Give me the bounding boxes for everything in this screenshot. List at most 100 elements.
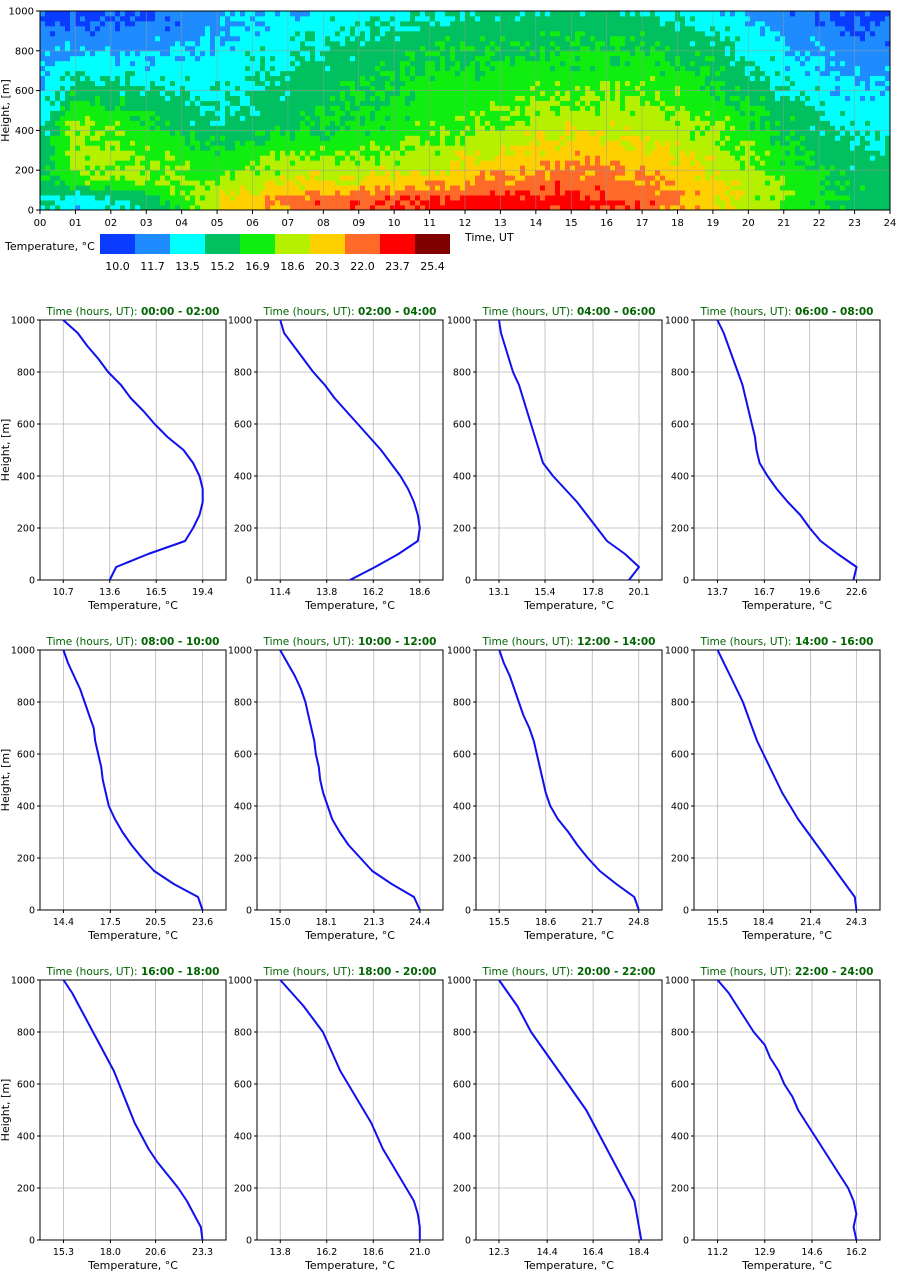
- heatmap-cell: [410, 200, 416, 206]
- heatmap-cell: [40, 205, 46, 211]
- heatmap-cell: [415, 100, 421, 106]
- heatmap-cell: [75, 45, 81, 52]
- heatmap-cell: [410, 165, 416, 171]
- heatmap-cell: [40, 25, 46, 32]
- heatmap-cell: [180, 170, 186, 176]
- heatmap-cell: [75, 70, 81, 77]
- heatmap-cell: [435, 60, 441, 67]
- heatmap-cell: [50, 145, 56, 151]
- heatmap-cell: [585, 205, 591, 211]
- heatmap-cell: [655, 110, 661, 116]
- heatmap-cell: [115, 15, 121, 22]
- heatmap-cell: [365, 45, 371, 52]
- heatmap-cell: [455, 60, 461, 67]
- heatmap-cell: [310, 40, 316, 47]
- heatmap-cell: [505, 25, 511, 32]
- heatmap-cell: [480, 130, 486, 136]
- heatmap-cell: [40, 50, 46, 57]
- heatmap-cell: [430, 70, 436, 77]
- heatmap-cell: [355, 165, 361, 171]
- heatmap-cell: [115, 180, 121, 186]
- heatmap-cell: [315, 205, 321, 211]
- heatmap-cell: [130, 185, 136, 191]
- heatmap-cell: [130, 180, 136, 186]
- heatmap-cell: [425, 50, 431, 57]
- heatmap-cell: [445, 50, 451, 57]
- heatmap-cell: [560, 190, 566, 196]
- heatmap-cell: [110, 180, 116, 186]
- heatmap-cell: [395, 15, 401, 22]
- heatmap-cell: [565, 45, 571, 52]
- heatmap-cell: [440, 145, 446, 151]
- heatmap-cell: [420, 75, 426, 82]
- heatmap-cell: [370, 100, 376, 106]
- heatmap-cell: [275, 100, 281, 106]
- heatmap-cell: [260, 110, 266, 116]
- heatmap-cell: [180, 35, 186, 42]
- heatmap-cell: [200, 45, 206, 52]
- heatmap-cell: [385, 195, 391, 201]
- heatmap-cell: [405, 195, 411, 201]
- heatmap-cell: [535, 195, 541, 201]
- heatmap-cell: [575, 180, 581, 186]
- heatmap-cell: [270, 160, 276, 166]
- heatmap-cell: [135, 170, 141, 176]
- heatmap-cell: [390, 155, 396, 161]
- heatmap-cell: [425, 25, 431, 32]
- heatmap-cell: [265, 25, 271, 32]
- heatmap-cell: [325, 165, 331, 171]
- heatmap-cell: [235, 105, 241, 111]
- heatmap-cell: [420, 40, 426, 47]
- heatmap-cell: [630, 180, 636, 186]
- heatmap-cell: [485, 145, 491, 151]
- heatmap-cell: [125, 190, 131, 196]
- heatmap-cell: [275, 95, 281, 101]
- heatmap-cell: [585, 200, 591, 206]
- heatmap-cell: [325, 15, 331, 22]
- heatmap-cell: [600, 100, 606, 106]
- heatmap-cell: [580, 30, 586, 37]
- heatmap-cell: [610, 20, 616, 27]
- heatmap-cell: [340, 115, 346, 121]
- heatmap-cell: [645, 15, 651, 22]
- heatmap-cell: [40, 115, 46, 121]
- heatmap-cell: [590, 105, 596, 111]
- heatmap-cell: [320, 185, 326, 191]
- heatmap-cell: [310, 160, 316, 166]
- heatmap-cell: [590, 125, 596, 131]
- heatmap-cell: [180, 130, 186, 136]
- heatmap-cell: [555, 190, 561, 196]
- heatmap-cell: [40, 15, 46, 22]
- heatmap-cell: [460, 85, 466, 92]
- heatmap-cell: [570, 165, 576, 171]
- heatmap-cell: [210, 11, 216, 17]
- heatmap-cell: [255, 70, 261, 77]
- heatmap-cell: [45, 45, 51, 52]
- heatmap-cell: [635, 170, 641, 176]
- heatmap-cell: [110, 165, 116, 171]
- heatmap-cell: [235, 90, 241, 96]
- heatmap-cell: [110, 50, 116, 57]
- heatmap-cell: [395, 170, 401, 176]
- heatmap-cell: [610, 115, 616, 121]
- heatmap-cell: [290, 160, 296, 166]
- heatmap-cell: [350, 30, 356, 37]
- heatmap-cell: [185, 60, 191, 67]
- heatmap-cell: [255, 45, 261, 52]
- heatmap-cell: [60, 35, 66, 42]
- heatmap-cell: [240, 110, 246, 116]
- heatmap-cell: [345, 50, 351, 57]
- heatmap-cell: [100, 190, 106, 196]
- heatmap-cell: [560, 85, 566, 92]
- heatmap-cell: [170, 130, 176, 136]
- heatmap-cell: [570, 140, 576, 146]
- heatmap-cell: [640, 65, 646, 72]
- heatmap-cell: [625, 145, 631, 151]
- heatmap-cell: [370, 15, 376, 22]
- heatmap-cell: [105, 45, 111, 52]
- heatmap-cell: [145, 70, 151, 77]
- heatmap-cell: [500, 165, 506, 171]
- heatmap-cell: [655, 30, 661, 37]
- heatmap-cell: [350, 105, 356, 111]
- heatmap-cell: [170, 55, 176, 62]
